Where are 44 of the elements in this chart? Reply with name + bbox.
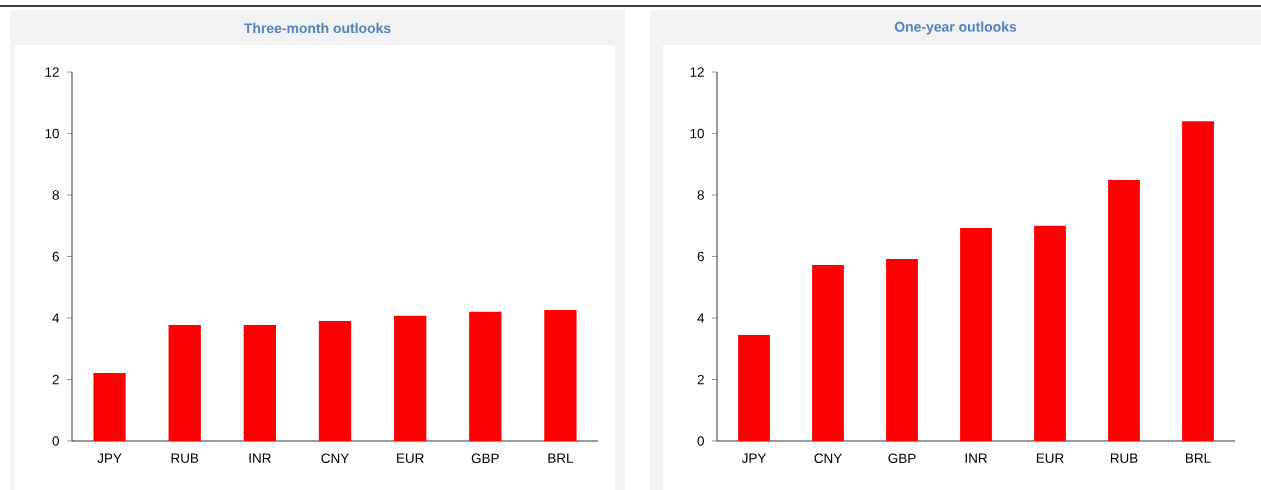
x-tick-label: CNY	[321, 453, 349, 464]
y-tick-label: 12	[690, 67, 704, 77]
y-tick-label: 6	[697, 251, 704, 262]
x-tick-label: RUB	[1110, 453, 1138, 463]
x-tick-label: EUR	[1036, 453, 1064, 463]
x-tick-label: BRL	[1186, 453, 1211, 463]
x-tick-label: CNY	[814, 453, 842, 464]
y-tick-label: 10	[690, 128, 704, 139]
bar	[886, 258, 918, 441]
y-tick-label: 0	[697, 436, 704, 446]
bar	[1182, 121, 1214, 441]
chart-title: Three-month outlooks	[244, 22, 391, 34]
y-tick-label: 12	[45, 67, 59, 77]
x-tick-label: INR	[965, 453, 987, 463]
bar	[738, 334, 770, 441]
y-tick-label: 0	[52, 436, 59, 446]
x-tick-label: GBP	[888, 453, 916, 464]
bar	[393, 315, 427, 441]
bar	[1108, 179, 1140, 441]
y-tick-label: 4	[52, 313, 60, 323]
y-tick-label: 4	[697, 313, 705, 323]
y-tick-label: 10	[45, 128, 59, 139]
x-tick-label: EUR	[397, 453, 424, 463]
bar	[812, 265, 844, 441]
x-tick-label: BRL	[548, 453, 574, 463]
y-tick-label: 8	[697, 190, 704, 200]
x-tick-label: GBP	[471, 453, 499, 464]
bar	[1034, 225, 1066, 441]
y-tick-label: 6	[52, 251, 59, 262]
x-tick-label: JPY	[97, 453, 122, 463]
y-tick-label: 2	[697, 374, 704, 385]
bar	[544, 310, 577, 441]
bar	[960, 227, 992, 441]
x-tick-label: RUB	[171, 453, 199, 463]
chart-title: One-year outlooks	[894, 21, 1017, 35]
bar	[93, 373, 126, 441]
bar	[469, 311, 502, 441]
y-tick-label: 8	[52, 190, 59, 200]
bar	[168, 325, 201, 441]
x-tick-label: JPY	[741, 453, 767, 463]
bar	[243, 325, 277, 441]
y-tick-label: 2	[52, 374, 59, 385]
x-tick-label: INR	[249, 453, 271, 463]
bar	[318, 321, 352, 441]
